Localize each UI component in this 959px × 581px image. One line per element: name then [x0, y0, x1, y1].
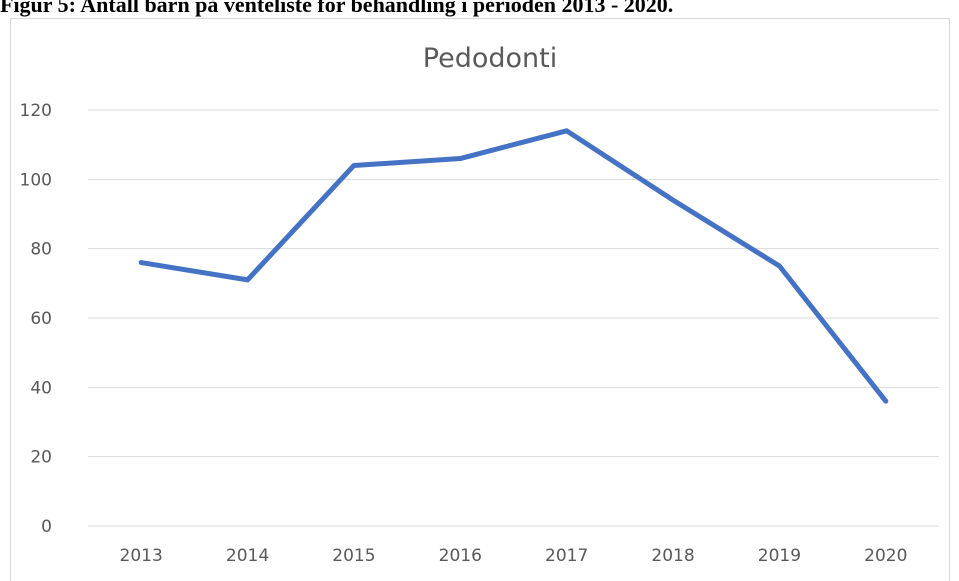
x-tick-label: 2013 [120, 546, 163, 566]
x-tick-label: 2016 [439, 546, 482, 566]
y-tick-label: 80 [30, 240, 52, 260]
chart-frame [10, 18, 950, 581]
y-tick-label: 40 [30, 378, 52, 398]
data-line [138, 128, 889, 404]
y-tick-label: 20 [30, 448, 52, 468]
y-tick-label: 0 [41, 517, 52, 537]
x-tick-label: 2014 [226, 546, 269, 566]
x-tick-label: 2017 [545, 546, 588, 566]
y-tick-label: 100 [20, 170, 52, 190]
x-tick-label: 2019 [758, 546, 801, 566]
y-tick-label: 60 [30, 309, 52, 329]
x-tick-label: 2015 [332, 546, 375, 566]
x-tick-label: 2020 [864, 546, 907, 566]
figure-caption: Figur 5: Antall barn på venteliste for b… [0, 0, 673, 17]
chart-title: Pedodonti [423, 43, 557, 74]
y-tick-label: 120 [20, 101, 52, 121]
x-tick-label: 2018 [651, 546, 694, 566]
